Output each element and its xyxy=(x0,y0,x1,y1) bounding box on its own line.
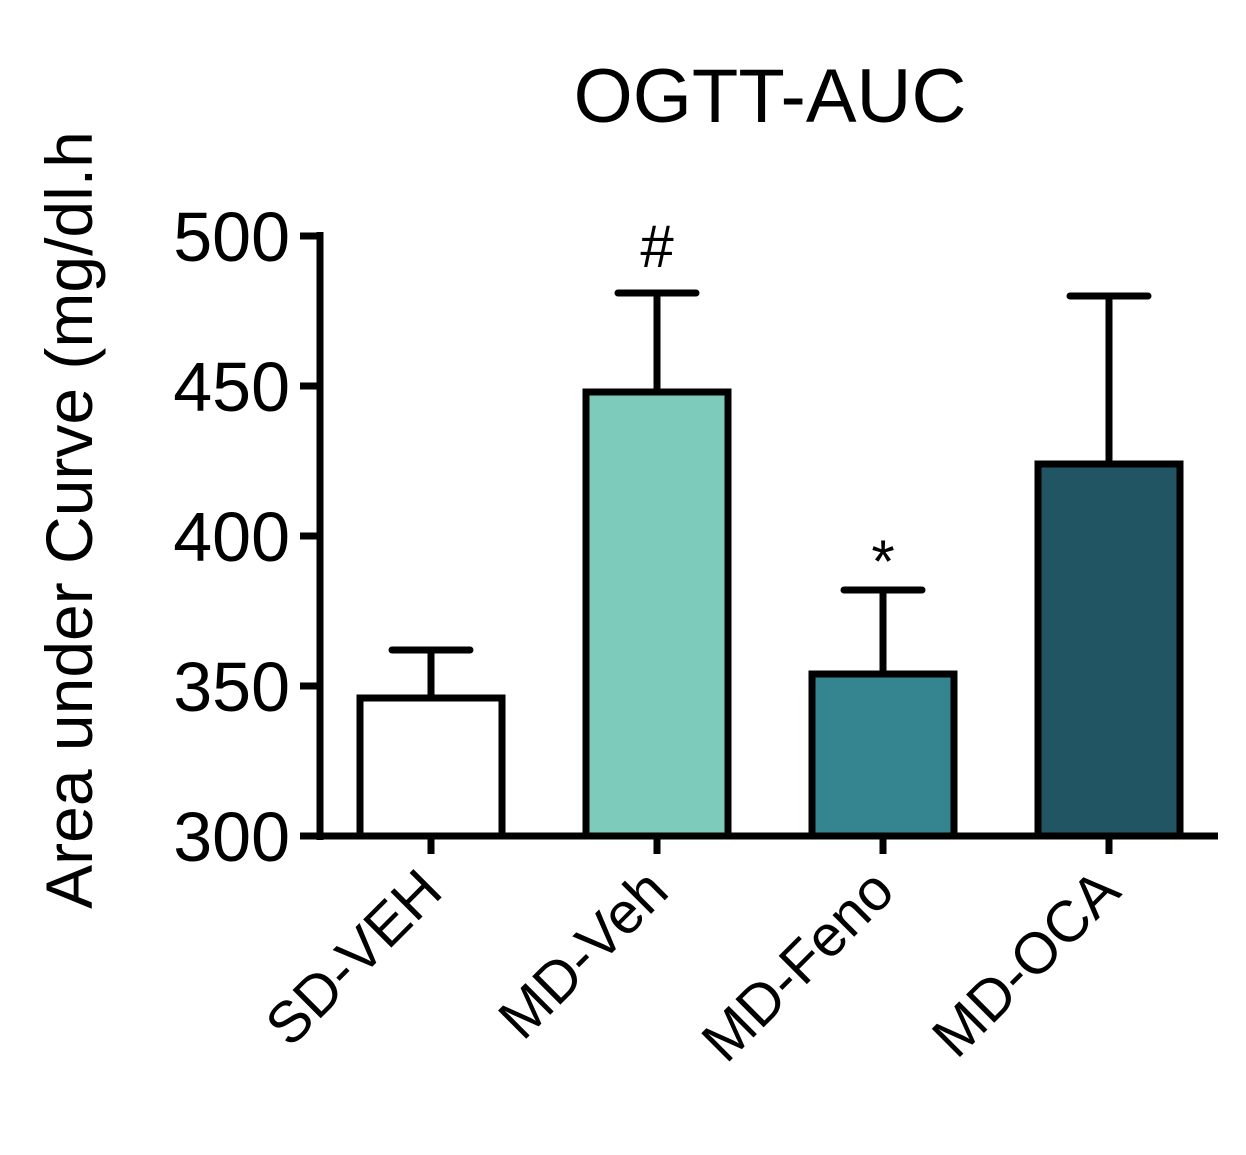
y-tick-label: 400 xyxy=(173,498,290,576)
x-tick-label: MD-Veh xyxy=(486,857,680,1051)
bar-md-feno xyxy=(808,670,958,840)
y-tick-label: 450 xyxy=(173,348,290,426)
x-tick-label: MD-Feno xyxy=(689,857,906,1074)
y-tick-label: 500 xyxy=(173,198,290,276)
y-tick-label: 350 xyxy=(173,648,290,726)
bars-layer xyxy=(356,388,1184,840)
error-bars-layer xyxy=(388,289,1152,698)
axes-layer xyxy=(300,232,1218,854)
y-axis-label: Area under Curve (mg/dl.h xyxy=(32,131,106,909)
x-tick-label: SD-VEH xyxy=(253,857,454,1058)
bar-sd-veh xyxy=(356,694,506,840)
bar-md-oca xyxy=(1034,460,1184,840)
x-tick-label: MD-OCA xyxy=(920,857,1132,1069)
significance-marker-md-feno: * xyxy=(871,528,894,595)
chart-title: OGTT-AUC xyxy=(574,54,967,139)
bar-md-veh xyxy=(582,388,732,840)
significance-marker-md-veh: # xyxy=(640,213,674,280)
y-tick-label: 300 xyxy=(173,798,290,876)
